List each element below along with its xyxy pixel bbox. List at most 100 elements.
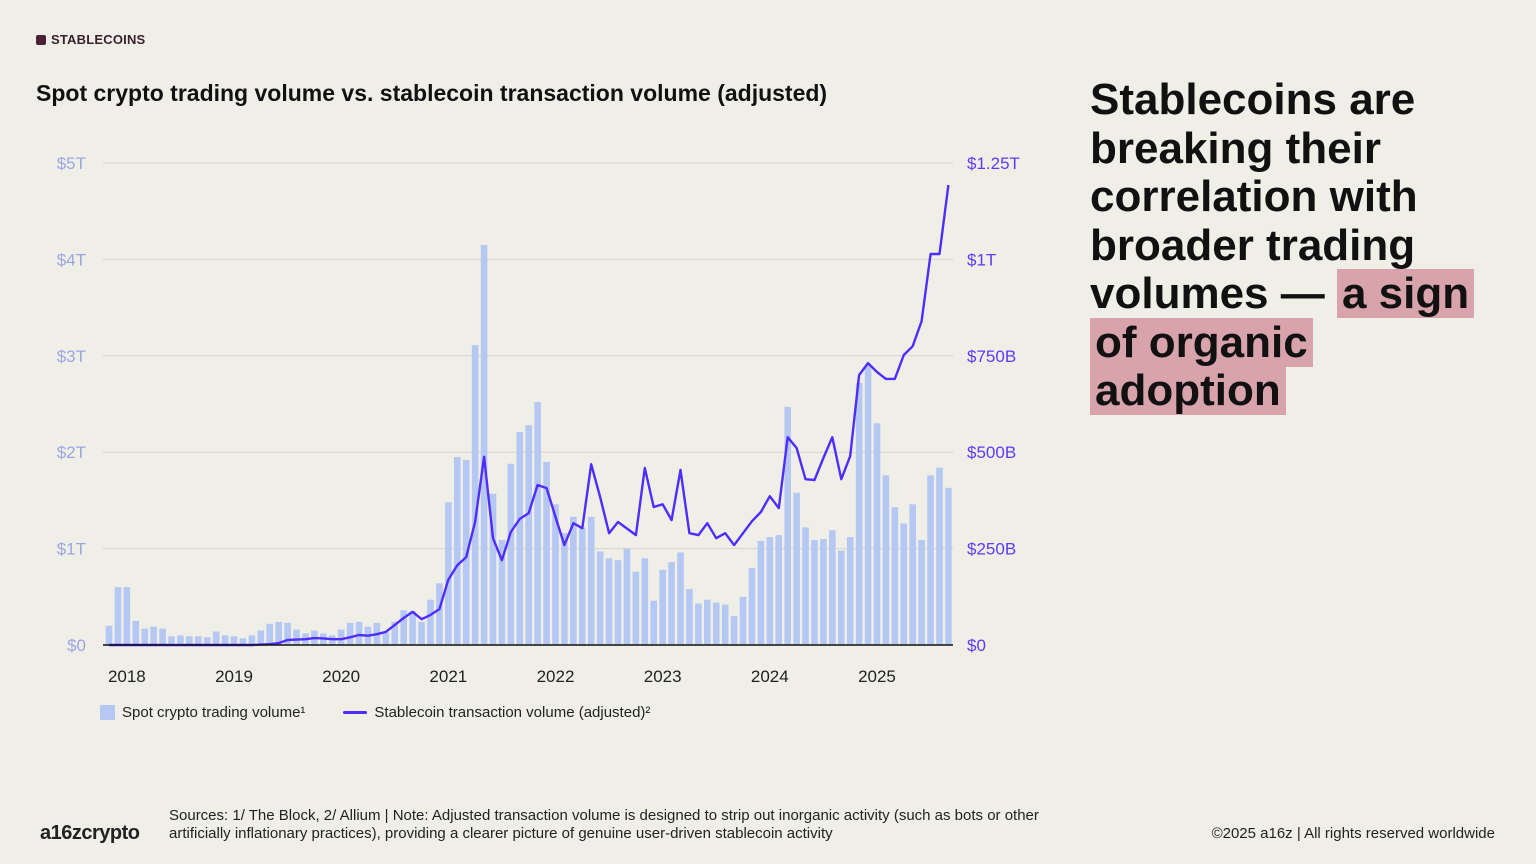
bar (721, 604, 729, 645)
bar (212, 631, 220, 645)
bar (418, 621, 425, 645)
bar (802, 527, 809, 645)
bar (829, 530, 836, 645)
x-axis-tick-label: 2023 (644, 667, 682, 686)
bar (203, 637, 211, 645)
bar (552, 504, 559, 645)
bar (650, 600, 658, 645)
headline: Stablecoins are breaking their correlati… (1090, 75, 1510, 416)
bar (659, 569, 666, 645)
section-tag: STABLECOINS (36, 32, 145, 47)
bar (677, 552, 684, 645)
bar (525, 425, 533, 645)
bar (730, 616, 738, 645)
bar (900, 523, 908, 645)
bar (409, 611, 416, 645)
bar (480, 244, 488, 645)
right-axis-tick-label: $250B (967, 540, 1016, 559)
bar (114, 587, 122, 645)
left-axis-tick-label: $0 (67, 636, 86, 655)
bar (623, 548, 631, 645)
bar (748, 567, 756, 645)
bar (391, 621, 399, 645)
bar (927, 475, 934, 645)
bar (811, 539, 818, 645)
bar (453, 457, 461, 645)
x-axis-tick-label: 2020 (322, 667, 360, 686)
bar (864, 365, 872, 645)
bar (275, 621, 282, 645)
bar (775, 535, 783, 645)
legend-bar-label: Spot crypto trading volume¹ (122, 704, 306, 721)
bar (596, 551, 604, 645)
left-axis-tick-label: $1T (57, 540, 86, 559)
bar (632, 571, 640, 645)
bar (195, 636, 202, 645)
bar (873, 423, 881, 645)
bar (382, 632, 390, 645)
bar (909, 504, 916, 645)
bar (704, 599, 711, 645)
bar (221, 635, 229, 645)
bar (587, 516, 595, 645)
headline-text: Stablecoins are breaking their correlati… (1090, 75, 1418, 318)
right-axis-tick-label: $750B (967, 347, 1016, 366)
legend: Spot crypto trading volume¹ Stablecoin t… (100, 704, 650, 721)
bar (695, 603, 702, 645)
bar (150, 626, 157, 645)
bar (891, 507, 899, 645)
bar (105, 625, 113, 645)
left-axis-tick-label: $5T (57, 154, 86, 173)
legend-line-swatch (343, 711, 368, 714)
bar (471, 345, 479, 645)
x-axis-tick-label: 2022 (537, 667, 575, 686)
x-axis-tick-label: 2025 (858, 667, 896, 686)
right-axis-tick-label: $1.25T (967, 154, 1020, 173)
sources-note: Sources: 1/ The Block, 2/ Allium | Note:… (169, 807, 1039, 842)
bar (516, 431, 524, 645)
bar (757, 540, 765, 645)
bar (355, 621, 363, 645)
bar (543, 461, 550, 645)
legend-bar-swatch (100, 705, 115, 720)
bar (186, 636, 193, 645)
bar (837, 550, 845, 645)
a16z-logo: a16zcrypto (40, 822, 140, 844)
tag-square-icon (36, 34, 46, 45)
bar (239, 638, 247, 645)
bar (855, 382, 863, 645)
bar (820, 538, 827, 645)
left-axis-tick-label: $4T (57, 250, 86, 269)
bar (766, 537, 774, 645)
bar (168, 636, 175, 645)
bar (784, 406, 791, 645)
x-axis-tick-label: 2021 (429, 667, 467, 686)
bar (945, 487, 952, 645)
bar (936, 467, 943, 645)
bar (507, 463, 515, 645)
bar (534, 402, 541, 645)
left-axis-tick-label: $3T (57, 347, 86, 366)
left-axis-tick-label: $2T (57, 443, 86, 462)
bar (578, 527, 586, 645)
bar (445, 502, 452, 645)
copyright: ©2025 a16z | All rights reserved worldwi… (1211, 825, 1495, 842)
bar (641, 558, 649, 645)
right-axis-tick-label: $500B (967, 443, 1016, 462)
bar (793, 492, 800, 645)
bar (346, 622, 354, 645)
bar (400, 610, 407, 645)
chart-title: Spot crypto trading volume vs. stablecoi… (36, 80, 828, 106)
bar (489, 493, 497, 645)
bar (605, 558, 613, 645)
tag-label: STABLECOINS (51, 32, 146, 47)
bar (668, 562, 675, 645)
bar (686, 589, 693, 645)
bar (337, 629, 345, 645)
legend-line-label: Stablecoin transaction volume (adjusted)… (374, 704, 651, 721)
bar (177, 635, 184, 645)
bar (427, 599, 434, 645)
bar (436, 583, 443, 645)
right-axis-tick-label: $0 (967, 636, 986, 655)
